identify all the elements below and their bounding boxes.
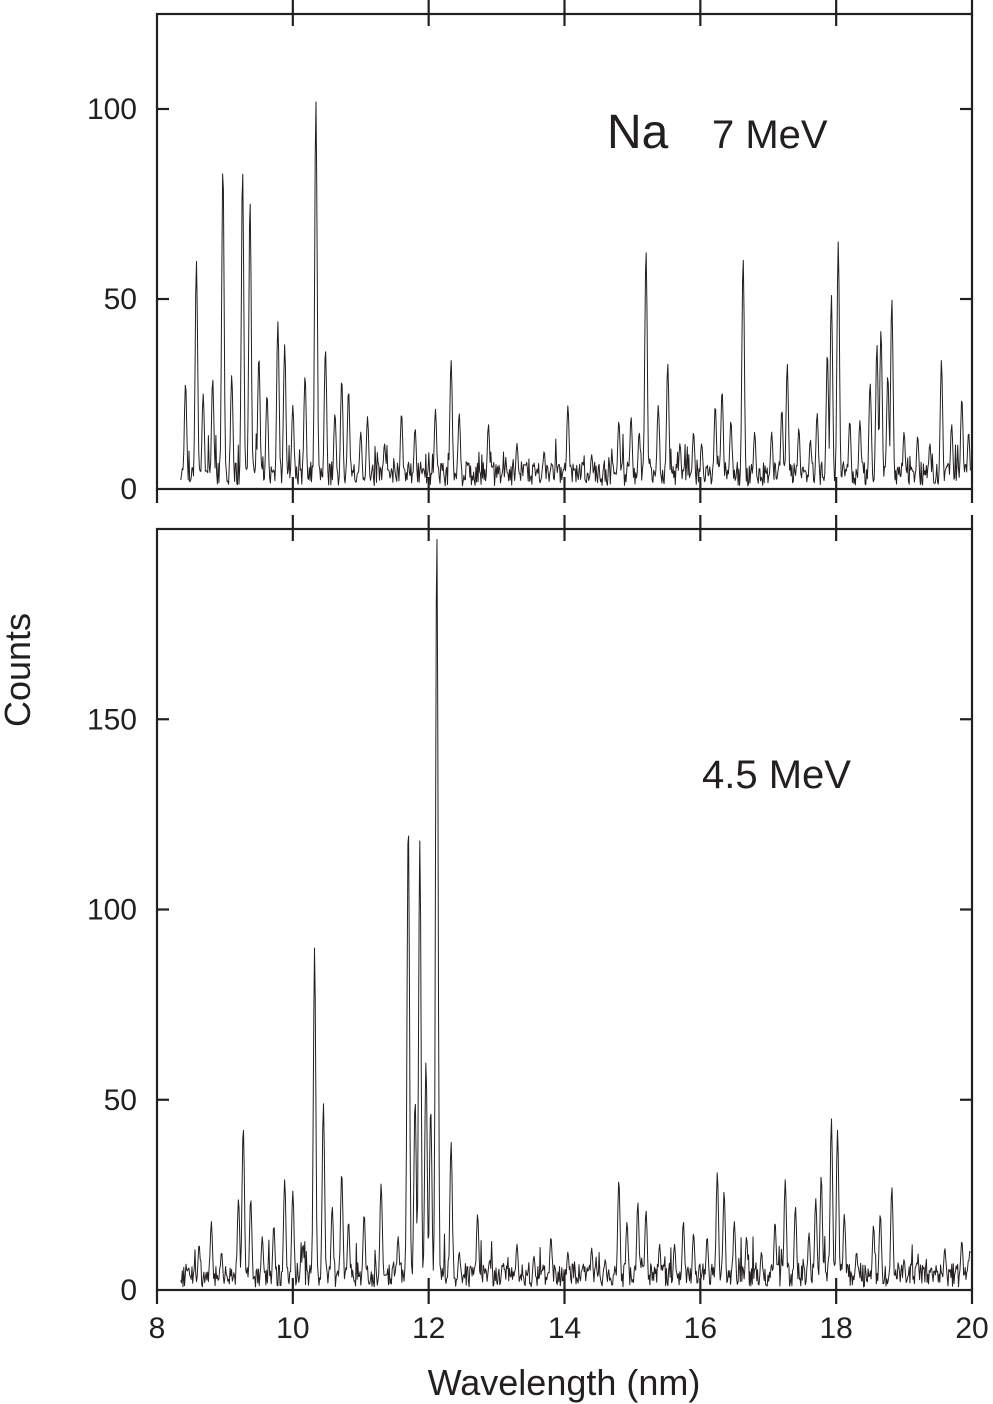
y-tick-label: 0 bbox=[120, 1274, 137, 1307]
element-label: Na bbox=[607, 106, 669, 159]
top-spectrum-trace bbox=[180, 101, 971, 487]
bottom-panel-y-tick-labels: 0 50 100 150 bbox=[87, 703, 137, 1307]
y-tick-label: 150 bbox=[87, 703, 137, 736]
y-tick-label: 50 bbox=[104, 283, 137, 316]
x-tick-label: 18 bbox=[819, 1312, 852, 1345]
x-tick-label: 8 bbox=[149, 1312, 166, 1345]
y-tick-label: 100 bbox=[87, 93, 137, 126]
x-tick-label: 12 bbox=[412, 1312, 445, 1345]
y-tick-label: 50 bbox=[104, 1084, 137, 1117]
top-panel: 0 50 100 Na 7 MeV bbox=[87, 0, 974, 506]
x-tick-label: 20 bbox=[955, 1312, 988, 1345]
x-tick-label: 14 bbox=[548, 1312, 581, 1345]
top-panel-y-tick-labels: 0 50 100 bbox=[87, 93, 137, 506]
x-axis-title: Wavelength (nm) bbox=[428, 1362, 701, 1403]
y-tick-label: 0 bbox=[120, 473, 137, 506]
bottom-panel-ticks bbox=[155, 515, 974, 1304]
y-tick-label: 100 bbox=[87, 894, 137, 927]
top-panel-ticks bbox=[155, 0, 974, 503]
bottom-panel-frame bbox=[155, 527, 974, 1292]
top-energy-label: 7 MeV bbox=[712, 113, 828, 157]
bottom-panel: 0 50 100 150 8 10 12 14 16 18 20 4.5 MeV bbox=[87, 515, 989, 1345]
x-axis-tick-labels: 8 10 12 14 16 18 20 bbox=[149, 1312, 989, 1345]
x-tick-label: 10 bbox=[276, 1312, 309, 1345]
y-axis-title: Counts bbox=[0, 613, 38, 727]
bottom-energy-label: 4.5 MeV bbox=[702, 753, 851, 797]
bottom-spectrum-trace bbox=[180, 539, 971, 1288]
x-tick-label: 16 bbox=[684, 1312, 717, 1345]
